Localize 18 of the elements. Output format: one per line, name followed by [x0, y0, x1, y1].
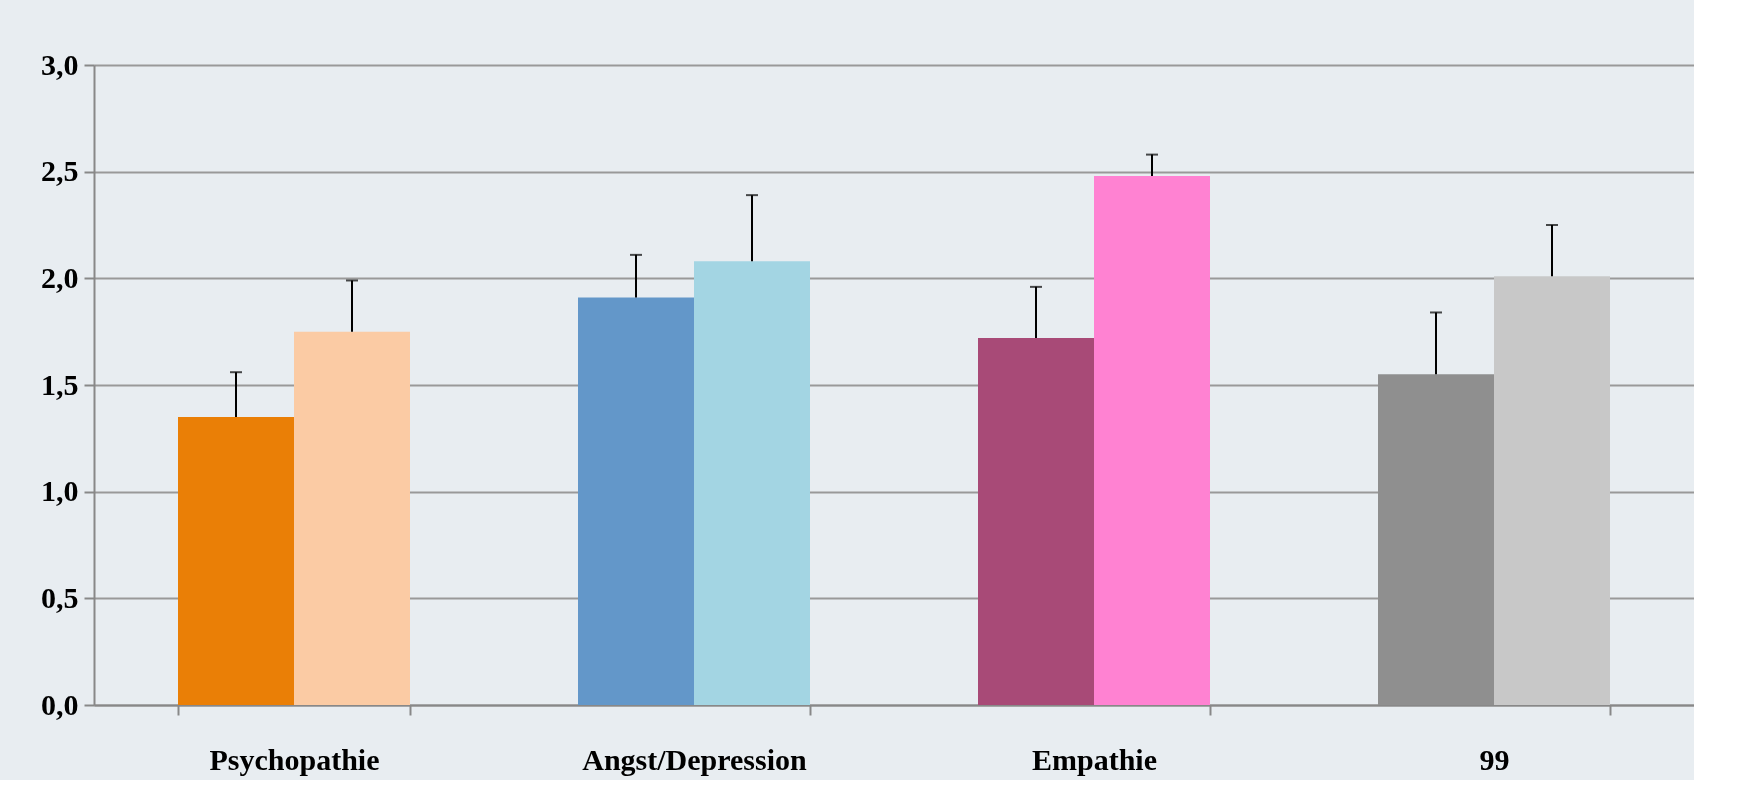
- bar: [1094, 175, 1210, 705]
- y-tick-label: 0,0: [41, 687, 79, 721]
- x-tick-label: Empathie: [1031, 742, 1158, 776]
- bar: [694, 261, 810, 705]
- y-tick-label: 2,0: [41, 260, 79, 294]
- x-tick-label: Angst/Depression: [582, 742, 808, 776]
- bar: [294, 331, 410, 705]
- x-tick-label: 99: [1479, 742, 1510, 776]
- bar: [578, 297, 694, 705]
- y-tick-label: 2,5: [41, 154, 79, 188]
- bar: [1494, 276, 1610, 705]
- y-tick-label: 0,5: [41, 580, 79, 614]
- y-tick-label: 1,0: [41, 474, 79, 508]
- x-tick-label: Psychopathie: [209, 742, 380, 776]
- y-tick-label: 3,0: [41, 47, 79, 81]
- bar: [178, 417, 294, 705]
- y-tick-label: 1,5: [41, 367, 79, 401]
- bar: [978, 338, 1094, 705]
